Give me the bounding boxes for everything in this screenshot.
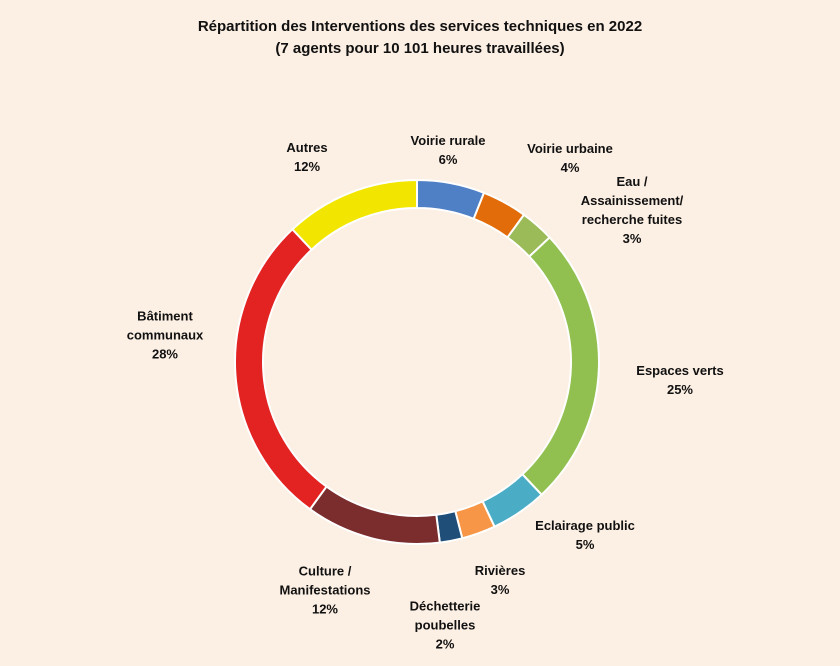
slice-label: Voirie urbaine 4% (527, 139, 613, 177)
category-label: Eau / Assainissement/ recherche fuites (580, 174, 684, 227)
donut-segment (521, 235, 600, 497)
category-label: Rivières (474, 563, 526, 578)
value-label: 12% (311, 601, 339, 617)
value-label: 28% (151, 346, 179, 362)
category-label: Bâtiment communaux (126, 308, 204, 343)
slice-label: Voirie rurale 6% (411, 131, 486, 169)
chart-subtitle: (7 agents pour 10 101 heures travaillées… (275, 40, 565, 57)
category-label: Espaces verts (636, 363, 724, 378)
donut-segment (416, 178, 486, 221)
slice-label: Bâtiment communaux 28% (127, 307, 204, 364)
category-label: Voirie urbaine (527, 141, 613, 156)
donut-segment (290, 178, 418, 252)
slice-label: Culture / Manifestations 12% (279, 562, 370, 619)
slice-label: Eclairage public 5% (535, 516, 635, 554)
value-label: 25% (666, 382, 694, 397)
chart-title: Répartition des Interventions des servic… (197, 18, 643, 35)
value-label: 2% (435, 636, 455, 652)
slice-label: Déchetterie poubelles 2% (410, 597, 481, 654)
value-label: 3% (622, 231, 642, 246)
category-label: Eclairage public (535, 518, 635, 533)
value-label: 6% (438, 152, 458, 167)
category-label: Déchetterie poubelles (409, 598, 481, 633)
slice-label: Espaces verts 25% (636, 361, 723, 399)
category-label: Autres (286, 140, 328, 155)
value-label: 12% (293, 159, 321, 174)
slice-label: Autres 12% (286, 138, 327, 176)
slice-label: Rivières 3% (475, 561, 526, 599)
slice-label: Eau / Assainissement/ recherche fuites 3% (581, 172, 684, 248)
value-label: 4% (560, 160, 580, 175)
donut-segment (308, 485, 441, 545)
category-label: Culture / Manifestations (279, 563, 371, 598)
value-label: 5% (575, 537, 595, 552)
donut-segment (234, 227, 328, 511)
value-label: 3% (490, 582, 510, 597)
category-label: Voirie rurale (410, 133, 486, 148)
